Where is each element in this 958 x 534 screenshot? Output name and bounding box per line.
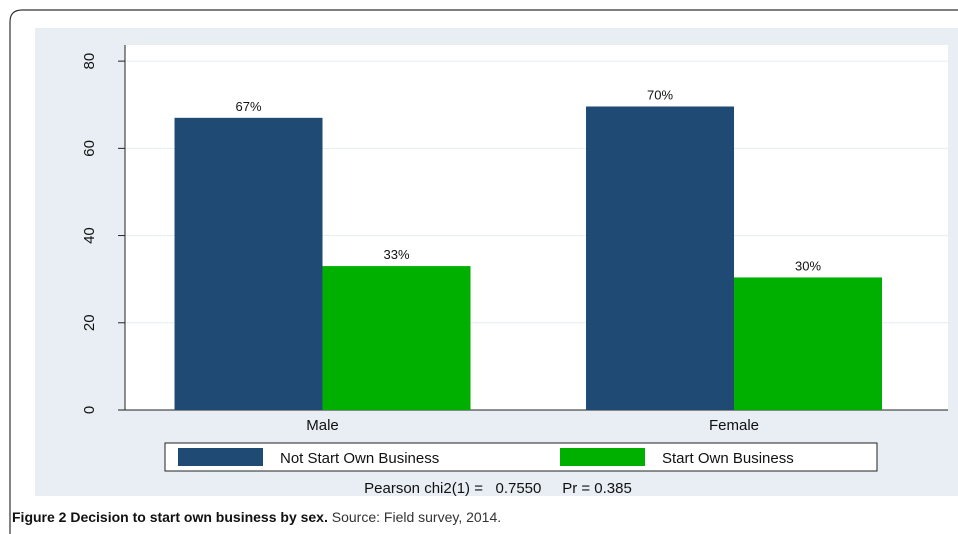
bar — [586, 106, 735, 410]
legend-swatch — [178, 448, 263, 466]
legend-label: Start Own Business — [662, 450, 794, 467]
caption-text: Source: Field survey, 2014. — [332, 509, 501, 525]
caption-title: Figure 2 Decision to start own business … — [12, 509, 328, 525]
value-label: 30% — [795, 258, 821, 273]
y-tick-label: 60 — [81, 140, 98, 157]
y-tick-label: 0 — [81, 406, 98, 414]
value-label: 33% — [384, 247, 410, 262]
bar — [322, 266, 471, 410]
figure-frame — [9, 9, 958, 534]
value-label: 70% — [647, 87, 673, 102]
x-tick-label: Male — [306, 417, 339, 434]
y-tick-label: 40 — [81, 227, 98, 244]
value-label: 67% — [236, 99, 262, 114]
y-tick-label: 20 — [81, 314, 98, 331]
legend-swatch — [560, 448, 645, 466]
legend-label: Not Start Own Business — [280, 450, 439, 467]
bar — [174, 117, 323, 411]
x-tick-label: Female — [709, 417, 759, 434]
legend — [164, 442, 878, 472]
bar — [734, 277, 883, 410]
caption: Figure 2 Decision to start own business … — [12, 509, 501, 525]
annotation: Pearson chi2(1) = 0.7550 Pr = 0.385 — [364, 480, 632, 497]
y-tick-label: 80 — [81, 53, 98, 70]
